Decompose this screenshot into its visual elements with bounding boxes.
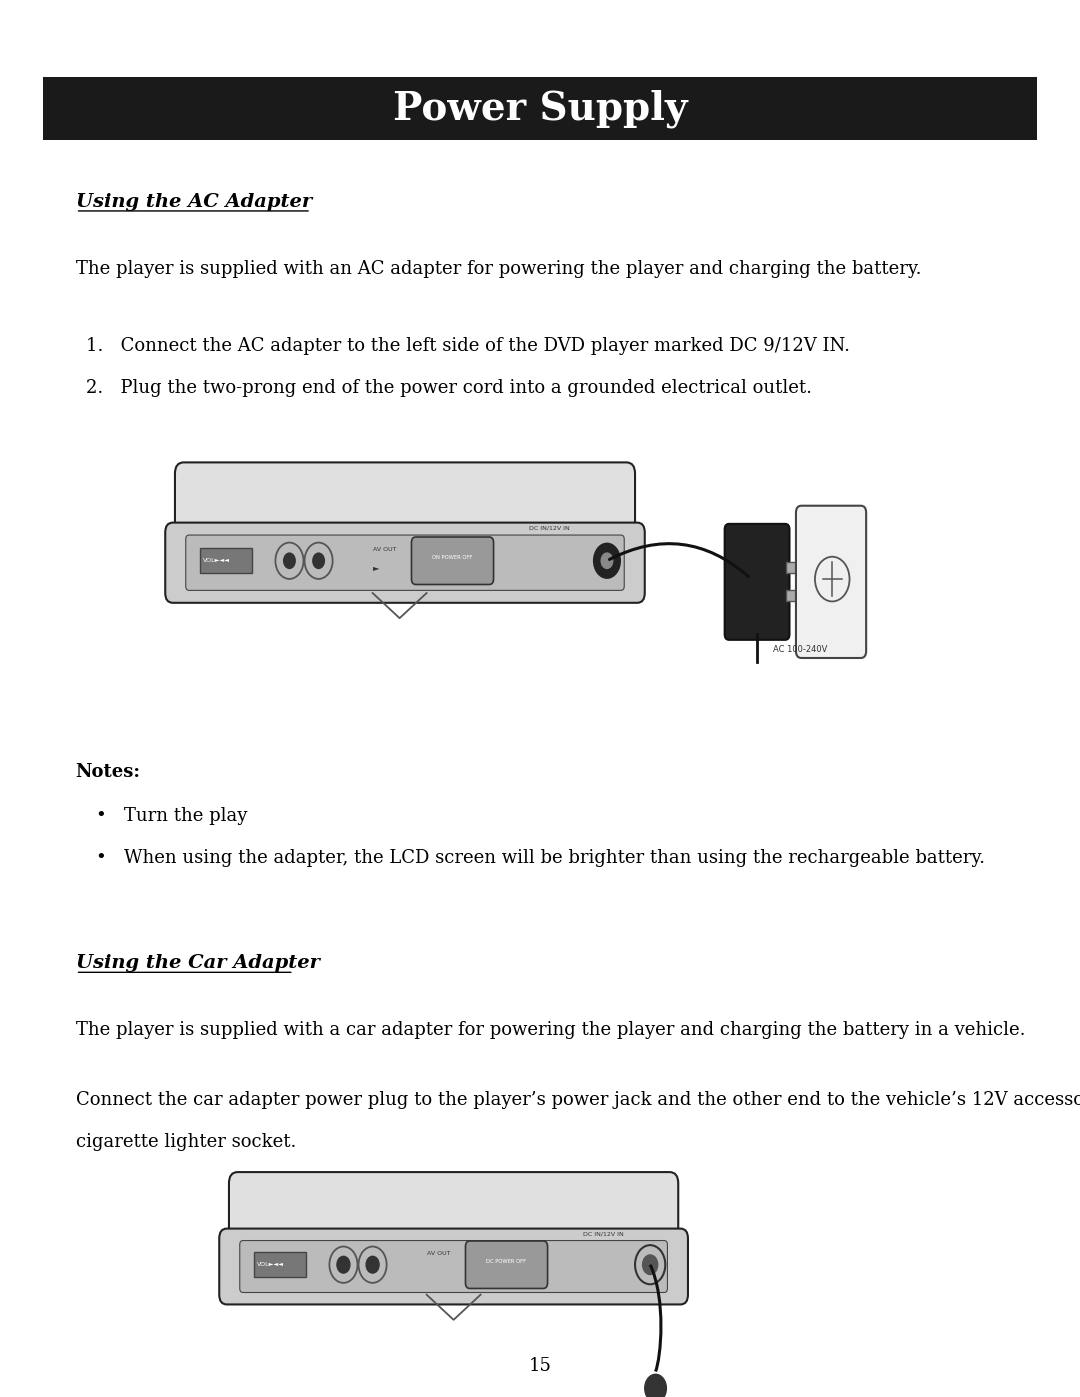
Text: DC IN/12V IN: DC IN/12V IN: [583, 1231, 624, 1236]
FancyBboxPatch shape: [175, 462, 635, 543]
FancyBboxPatch shape: [786, 591, 804, 602]
Circle shape: [283, 552, 296, 569]
Text: ►: ►: [373, 563, 379, 573]
Circle shape: [593, 542, 621, 578]
Text: Notes:: Notes:: [76, 763, 140, 781]
FancyBboxPatch shape: [465, 1241, 548, 1288]
Circle shape: [643, 1255, 658, 1274]
FancyBboxPatch shape: [229, 1172, 678, 1249]
Text: DC POWER OFF: DC POWER OFF: [486, 1260, 527, 1264]
Text: •: •: [95, 807, 106, 826]
Text: When using the adapter, the LCD screen will be brighter than using the rechargea: When using the adapter, the LCD screen w…: [124, 849, 985, 868]
Text: ON POWER OFF: ON POWER OFF: [432, 556, 473, 560]
Text: Using the Car Adapter: Using the Car Adapter: [76, 954, 320, 972]
FancyBboxPatch shape: [165, 522, 645, 604]
Text: The player is supplied with an AC adapter for powering the player and charging t: The player is supplied with an AC adapte…: [76, 260, 921, 278]
FancyBboxPatch shape: [254, 1252, 306, 1277]
Text: Power Supply: Power Supply: [393, 89, 687, 127]
Text: Turn the play: Turn the play: [124, 807, 247, 826]
Circle shape: [312, 552, 325, 569]
Text: VOL►◄◄: VOL►◄◄: [257, 1263, 284, 1267]
FancyBboxPatch shape: [200, 548, 252, 573]
FancyBboxPatch shape: [796, 506, 866, 658]
Text: DC IN/12V IN: DC IN/12V IN: [529, 525, 570, 531]
Text: •: •: [95, 849, 106, 868]
Text: cigarette lighter socket.: cigarette lighter socket.: [76, 1133, 296, 1151]
FancyBboxPatch shape: [240, 1241, 667, 1292]
Text: Connect the car adapter power plug to the player’s power jack and the other end : Connect the car adapter power plug to th…: [76, 1091, 1080, 1109]
FancyBboxPatch shape: [786, 563, 804, 574]
Circle shape: [337, 1256, 350, 1273]
Text: 1.   Connect the AC adapter to the left side of the DVD player marked DC 9/12V I: 1. Connect the AC adapter to the left si…: [86, 337, 850, 355]
Text: 2.   Plug the two-prong end of the power cord into a grounded electrical outlet.: 2. Plug the two-prong end of the power c…: [86, 379, 812, 397]
Circle shape: [366, 1256, 379, 1273]
FancyBboxPatch shape: [186, 535, 624, 591]
FancyBboxPatch shape: [43, 77, 1037, 140]
Text: Using the AC Adapter: Using the AC Adapter: [76, 193, 312, 211]
Text: AC 100-240V: AC 100-240V: [773, 645, 827, 654]
FancyBboxPatch shape: [725, 524, 789, 640]
Text: VOL►◄◄: VOL►◄◄: [203, 559, 230, 563]
Circle shape: [645, 1375, 666, 1397]
Text: 15: 15: [528, 1358, 552, 1375]
FancyBboxPatch shape: [219, 1228, 688, 1305]
FancyBboxPatch shape: [411, 536, 494, 584]
Text: AV OUT: AV OUT: [427, 1250, 450, 1256]
Text: AV OUT: AV OUT: [373, 546, 396, 552]
Text: The player is supplied with a car adapter for powering the player and charging t: The player is supplied with a car adapte…: [76, 1021, 1025, 1039]
Circle shape: [600, 552, 613, 569]
